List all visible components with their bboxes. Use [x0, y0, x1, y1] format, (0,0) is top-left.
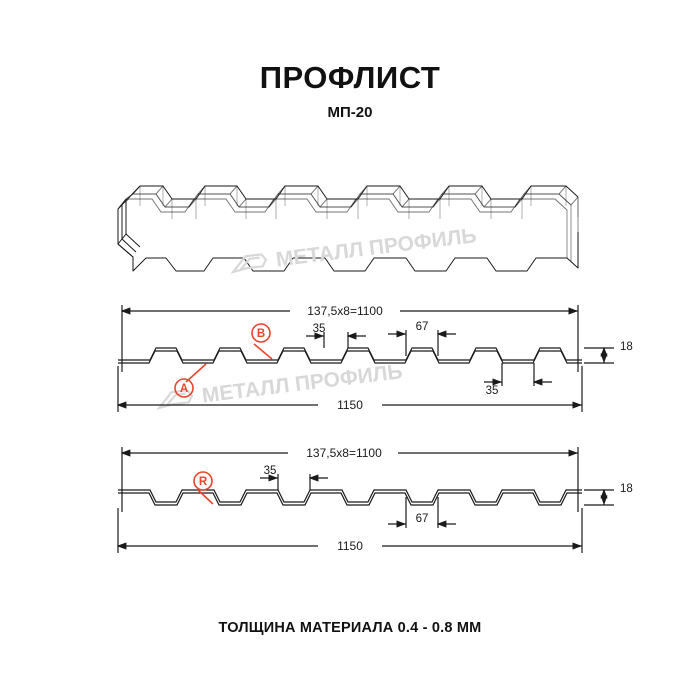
watermark-top: МЕТАЛЛ ПРОФИЛЬ	[230, 224, 478, 274]
bottom-dim-height-label: 18	[620, 483, 633, 495]
page-subtitle: МП-20	[327, 104, 373, 121]
callout-r-label: R	[199, 476, 208, 488]
bottom-dim-35-label: 35	[264, 465, 277, 477]
svg-text:МЕТАЛЛ ПРОФИЛЬ: МЕТАЛЛ ПРОФИЛЬ	[275, 224, 478, 271]
callout-b-label: B	[257, 328, 265, 340]
top-dim-35-right-label: 35	[486, 385, 499, 397]
top-dim-height-label: 18	[620, 341, 633, 353]
page-title: ПРОФЛИСТ	[259, 60, 441, 95]
material-thickness-note: ТОЛЩИНА МАТЕРИАЛА 0.4 - 0.8 ММ	[218, 620, 482, 636]
bottom-dim-total-label: 1150	[337, 539, 363, 553]
top-dim-total-label: 1150	[337, 398, 363, 412]
svg-text:МЕТАЛЛ ПРОФИЛЬ: МЕТАЛЛ ПРОФИЛЬ	[201, 360, 404, 407]
top-profile-section	[116, 305, 614, 412]
bottom-dim-width-label: 137,5х8=1100	[306, 446, 382, 460]
bottom-profile-section	[116, 447, 614, 553]
top-dim-35-left-label: 35	[313, 323, 326, 335]
top-dim-67-label: 67	[416, 321, 429, 333]
top-dim-width-label: 137,5х8=1100	[307, 304, 383, 318]
callout-a-label: A	[180, 383, 188, 395]
bottom-dim-67-label: 67	[416, 513, 429, 525]
isometric-sheet-illustration	[117, 185, 579, 272]
